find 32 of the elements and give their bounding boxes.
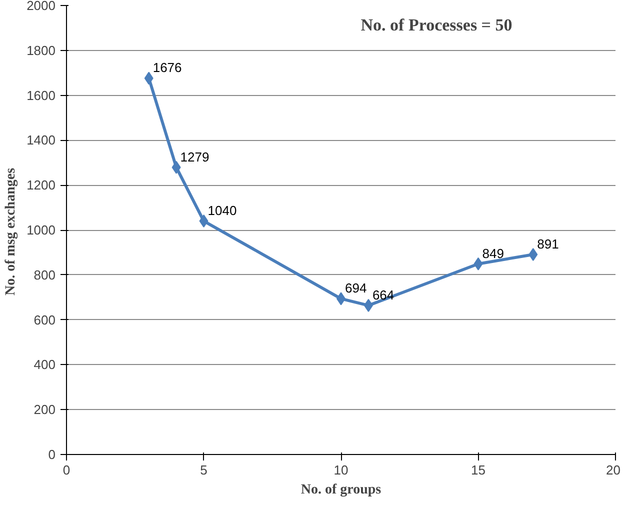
- y-tick-label: 1800: [26, 42, 56, 58]
- y-tick-label: 800: [34, 267, 56, 282]
- data-label: 664: [372, 287, 394, 302]
- y-tick-label: 200: [34, 402, 56, 418]
- point: [172, 160, 181, 174]
- point: [199, 214, 208, 228]
- x-tick-label: 20: [606, 462, 621, 478]
- data-label: 1040: [208, 203, 237, 218]
- x-tick-label: 5: [200, 462, 208, 478]
- data-label: 1676: [152, 60, 182, 76]
- annotation: No. of Processes = 50: [360, 16, 512, 34]
- x-tick-label: 10: [334, 462, 348, 478]
- x-axis-title: No. of groups: [300, 482, 382, 498]
- y-tick-label: 400: [34, 357, 56, 372]
- data-label: 891: [537, 236, 559, 252]
- point: [528, 248, 538, 261]
- y-tick-label: 0: [48, 447, 56, 462]
- x-tick-label: 0: [62, 462, 70, 478]
- point: [144, 72, 154, 85]
- data-label: 1279: [180, 149, 210, 164]
- y-tick-label: 1000: [26, 222, 56, 238]
- y-tick-label: 1400: [26, 132, 56, 148]
- x-tick-label: 15: [471, 462, 486, 478]
- y-tick-label: 600: [34, 312, 56, 328]
- point: [474, 257, 483, 270]
- data-label: 694: [345, 280, 367, 296]
- y-tick-label: 2000: [26, 0, 56, 13]
- y-tick-label: 1200: [26, 178, 56, 193]
- data-label: 849: [482, 246, 504, 261]
- y-tick-label: 1600: [26, 88, 56, 103]
- y-axis-title: No. of msg exchanges: [4, 167, 19, 296]
- point: [364, 298, 373, 312]
